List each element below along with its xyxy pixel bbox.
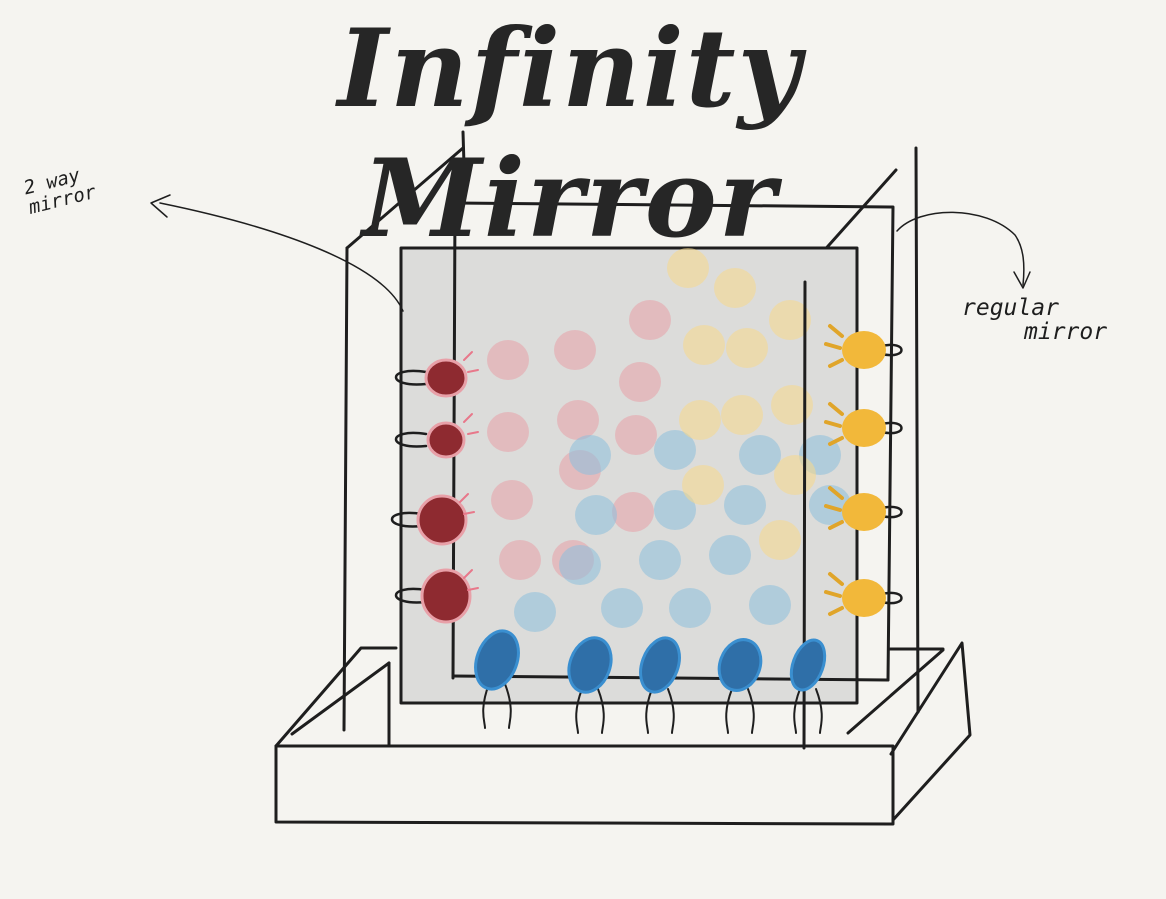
red-reflection-glow (487, 340, 529, 380)
yellow-reflection-glow (714, 268, 756, 308)
red-reflection-glow (629, 300, 671, 340)
blue-led-icon (717, 638, 763, 734)
red-reflection-glow (491, 480, 533, 520)
two-way-mirror-arrow (150, 194, 404, 312)
blue-reflection-glow (639, 540, 681, 580)
yellow-led-column (824, 324, 903, 617)
blue-reflection-glow (514, 592, 556, 632)
diagram-title: Infinity Mirror (337, 6, 803, 262)
red-led-icon (394, 413, 479, 459)
red-led-column (390, 351, 479, 624)
base (274, 641, 972, 826)
yellow-reflection-glow (769, 300, 811, 340)
yellow-reflection-glow (774, 455, 816, 495)
yellow-led-icon (824, 486, 903, 531)
regular-mirror-arrow (896, 211, 1031, 289)
red-reflection-glow (619, 362, 661, 402)
regular-mirror-label: regular mirror (962, 296, 1107, 344)
blue-reflection-glow (739, 435, 781, 475)
red-reflection-glow (487, 412, 529, 452)
blue-reflection-glow (724, 485, 766, 525)
yellow-led-icon (824, 572, 903, 617)
blue-reflection-glow (749, 585, 791, 625)
yellow-reflection-glow (721, 395, 763, 435)
blue-reflection-glow (669, 588, 711, 628)
blue-reflection-glow (575, 495, 617, 535)
blue-led-icon (474, 629, 520, 729)
blue-reflection-glow (559, 545, 601, 585)
blue-reflection-glow (601, 588, 643, 628)
red-reflection-glow (557, 400, 599, 440)
blue-led-icon (639, 636, 681, 734)
yellow-reflection-glow (759, 520, 801, 560)
blue-reflection-glow (709, 535, 751, 575)
yellow-reflection-glow (726, 328, 768, 368)
red-reflection-glow (612, 492, 654, 532)
red-led-icon (394, 568, 479, 624)
box-frame (342, 130, 920, 732)
yellow-led-icon (824, 324, 903, 369)
regular-mirror-label-line2: mirror (1024, 319, 1108, 346)
yellow-reflection-glow (771, 385, 813, 425)
blue-reflection-glow (569, 435, 611, 475)
blue-led-icon (567, 636, 613, 734)
regular-mirror-label-line1: regular (962, 295, 1059, 321)
blue-led-row (474, 629, 827, 734)
blue-reflection-glow (654, 430, 696, 470)
red-led-icon (390, 493, 475, 546)
yellow-reflection-glow (667, 248, 709, 288)
red-reflection-glow (499, 540, 541, 580)
blue-reflection-glow (654, 490, 696, 530)
yellow-reflection-glow (683, 325, 725, 365)
reflection-glows (487, 248, 851, 632)
blue-led-icon (789, 638, 827, 734)
red-reflection-glow (615, 415, 657, 455)
yellow-reflection-glow (679, 400, 721, 440)
yellow-led-icon (824, 402, 903, 447)
yellow-reflection-glow (682, 465, 724, 505)
red-reflection-glow (554, 330, 596, 370)
red-led-icon (394, 351, 479, 398)
